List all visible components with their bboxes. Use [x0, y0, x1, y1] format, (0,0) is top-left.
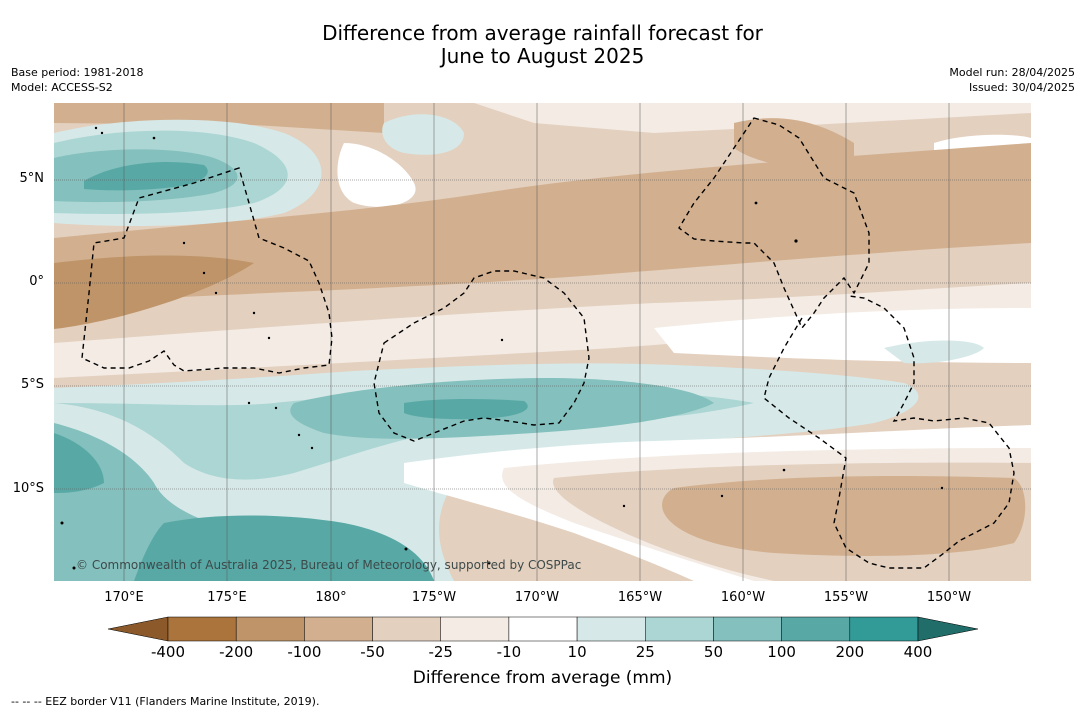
- map-svg: [54, 103, 1031, 581]
- south-west-core: [54, 433, 104, 493]
- island: [754, 201, 758, 205]
- island: [252, 311, 256, 315]
- island: [310, 446, 314, 450]
- colorbar-segment: [235, 616, 305, 642]
- island: [500, 338, 504, 342]
- island: [622, 504, 626, 508]
- island: [267, 336, 271, 340]
- south-central-teal-core: [134, 515, 434, 581]
- title-line-1: Difference from average rainfall forecas…: [322, 21, 763, 45]
- island: [794, 239, 798, 243]
- graticule: [54, 179, 1031, 490]
- north-east-tan-lobe: [734, 118, 854, 173]
- colorbar-tick-label: -200: [219, 643, 254, 661]
- colorbar-tick-label: -10: [496, 643, 522, 661]
- island: [94, 126, 98, 130]
- island: [202, 271, 206, 275]
- issued-date: Issued: 30/04/2025: [968, 81, 1075, 94]
- colorbar-tick-label: -100: [287, 643, 322, 661]
- colorbar-segment: [645, 616, 714, 642]
- lon-label-175e: 175°E: [207, 590, 247, 605]
- island: [72, 566, 76, 570]
- colorbar-tick-label: -25: [428, 643, 453, 661]
- title-line-2: June to August 2025: [440, 44, 645, 68]
- lat-label-10s: 10°S: [12, 481, 44, 496]
- chart-title: Difference from average rainfall forecas…: [0, 22, 1085, 68]
- copyright-notice: © Commonwealth of Australia 2025, Bureau…: [76, 558, 582, 572]
- island: [782, 468, 786, 472]
- colorbar-tick-label: 10: [567, 643, 587, 661]
- north-white-patch: [337, 143, 416, 207]
- colorbar-segment: [304, 616, 373, 642]
- lon-label-180: 180°: [315, 590, 347, 605]
- colorbar-tick-label: 400: [903, 643, 933, 661]
- north-pale-strip: [474, 103, 1031, 133]
- colorbar-tick-label: 200: [835, 643, 865, 661]
- rainfall-map: © Commonwealth of Australia 2025, Bureau…: [54, 103, 1031, 581]
- base-period: Base period: 1981-2018: [11, 66, 144, 79]
- north-teal-core: [84, 161, 208, 191]
- lon-label-175w: 175°W: [411, 590, 457, 605]
- lon-label-155w: 155°W: [823, 590, 869, 605]
- colorbar-label: Difference from average (mm): [412, 668, 673, 688]
- lat-label-0: 0°: [29, 274, 44, 289]
- lon-label-160w: 160°W: [720, 590, 766, 605]
- island: [214, 291, 218, 295]
- lon-label-165w: 165°W: [617, 590, 663, 605]
- equatorial-pale-strip: [54, 283, 1031, 378]
- colorbar-segment: [781, 616, 851, 642]
- north-west-tan: [54, 103, 384, 133]
- south-west-teal: [54, 423, 414, 581]
- colorbar-tick-label: -400: [150, 643, 186, 661]
- meta-left: Base period: 1981-2018 Model: ACCESS-S2: [11, 65, 143, 95]
- island: [152, 136, 156, 140]
- colorbar-tick-label: 25: [635, 643, 655, 661]
- lat-label-5n: 5°N: [19, 171, 45, 186]
- colorbar-arrow-low: [107, 616, 169, 642]
- colorbar-segment: [508, 616, 578, 642]
- lat-label-5s: 5°S: [20, 377, 44, 392]
- colorbar: [107, 616, 979, 646]
- colorbar-tick-label: 50: [703, 643, 723, 661]
- island: [274, 406, 278, 410]
- colorbar-tick-label: -50: [360, 643, 385, 661]
- colorbar-svg: [107, 616, 979, 642]
- island: [720, 494, 724, 498]
- colorbar-segment: [440, 616, 510, 642]
- lon-label-170e: 170°E: [104, 590, 144, 605]
- meta-right: Model run: 28/04/2025 Issued: 30/04/2025: [949, 65, 1075, 95]
- eez-phoenix-area: [373, 270, 590, 442]
- island: [940, 486, 944, 490]
- colorbar-segment: [713, 616, 782, 642]
- island: [247, 401, 251, 405]
- eez-line-islands-north: [678, 117, 870, 330]
- eez-line-islands-south: [763, 295, 1015, 569]
- eez-tuvalu-area: [81, 167, 333, 374]
- island: [100, 131, 104, 135]
- colorbar-segment: [849, 616, 919, 642]
- colorbar-tick-label: 100: [767, 643, 796, 661]
- model-name: Model: ACCESS-S2: [11, 81, 113, 94]
- island: [182, 241, 186, 245]
- east-teal-small: [884, 340, 984, 364]
- island: [404, 547, 408, 551]
- eez-borders: [81, 117, 1015, 569]
- island: [297, 433, 301, 437]
- island-markers: [60, 126, 944, 570]
- island: [60, 521, 64, 525]
- lon-label-170w: 170°W: [514, 590, 560, 605]
- colorbar-arrow-high: [917, 616, 979, 642]
- model-run: Model run: 28/04/2025: [949, 66, 1075, 79]
- north-small-teal: [382, 114, 464, 155]
- lon-label-150w: 150°W: [926, 590, 972, 605]
- eez-footnote: -- -- -- EEZ border V11 (Flanders Marine…: [11, 695, 320, 708]
- equatorial-tan-band: [54, 143, 1031, 303]
- colorbar-segment: [167, 616, 237, 642]
- island: [487, 561, 491, 565]
- colorbar-segment: [372, 616, 441, 642]
- colorbar-segment: [576, 616, 646, 642]
- south-teal-core: [404, 398, 528, 420]
- south-tan-core: [662, 476, 1026, 556]
